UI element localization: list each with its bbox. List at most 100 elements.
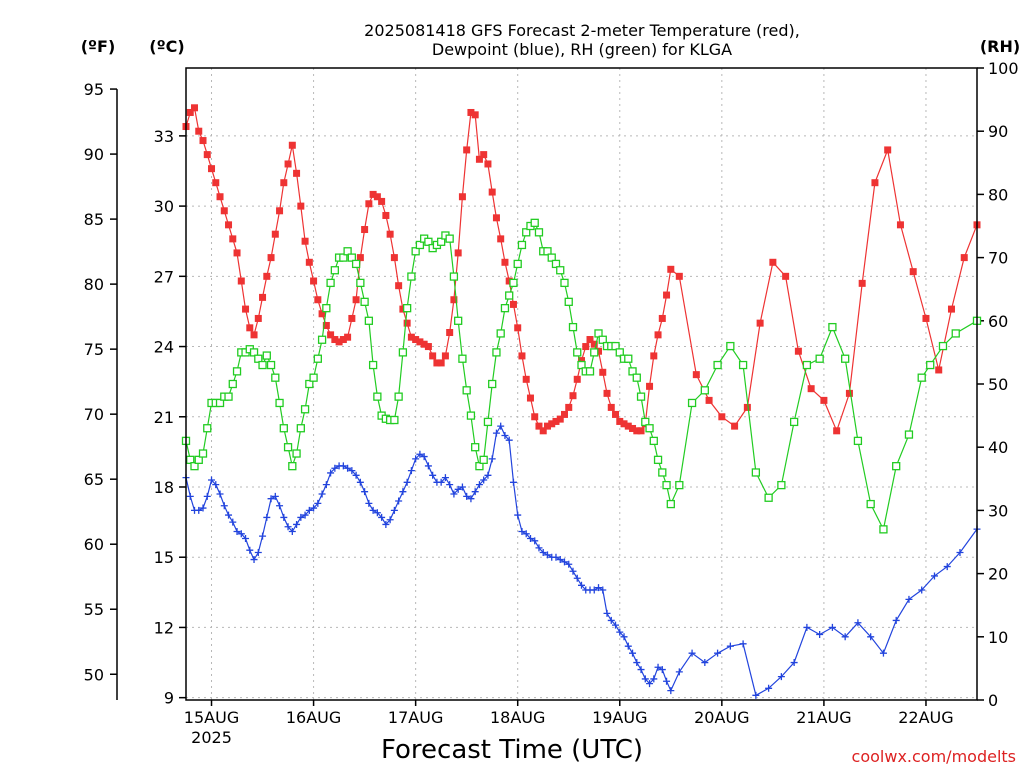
temperature-point — [331, 336, 339, 344]
rh-point — [360, 297, 369, 306]
rh-point — [628, 367, 637, 376]
dewpoint-point — [816, 630, 824, 638]
temperature-point — [378, 197, 386, 205]
rh-axis: 0 10 20 30 40 50 60 70 80 90 100 — [977, 59, 1019, 710]
dewpoint-point — [284, 523, 292, 531]
rh-point — [615, 348, 624, 357]
temperature-point — [560, 410, 568, 418]
temperature-point — [909, 268, 917, 276]
temperature-point — [276, 207, 284, 215]
temperature-point — [658, 314, 666, 322]
fahrenheit-tick-label: 55 — [84, 600, 104, 619]
rh-series — [181, 218, 982, 534]
temperature-point — [395, 282, 403, 290]
dewpoint-point — [607, 616, 615, 624]
temperature-point — [250, 331, 258, 339]
dewpoint-point — [271, 492, 279, 500]
dewpoint-point — [424, 462, 432, 470]
rh-point — [534, 228, 544, 237]
dewpoint-point — [412, 455, 420, 463]
rh-point — [645, 424, 654, 433]
temperature-point — [833, 427, 841, 435]
dewpoint-point — [867, 633, 875, 641]
temperature-point — [475, 155, 483, 163]
series — [181, 104, 982, 699]
temperature-point — [246, 324, 254, 332]
rh-point — [700, 386, 709, 395]
temperature-point — [743, 403, 751, 411]
celsius-tick-label: 30 — [154, 197, 174, 216]
dewpoint-point — [569, 567, 577, 575]
rh-point — [564, 297, 573, 306]
temperature-point — [505, 277, 513, 285]
rh-point — [407, 272, 416, 281]
dewpoint-point — [186, 492, 194, 500]
dewpoint-point — [203, 492, 211, 500]
dewpoint-point — [403, 478, 411, 486]
temperature-point — [756, 319, 764, 327]
dewpoint-point — [943, 563, 951, 571]
temperature-point — [624, 422, 632, 430]
dewpoint-point — [458, 483, 466, 491]
rh-tick-label: 30 — [988, 501, 1008, 520]
temperature-point — [233, 249, 241, 257]
rh-point — [777, 480, 786, 490]
dewpoint-point — [390, 506, 398, 514]
rh-point — [841, 354, 850, 363]
fahrenheit-tick-label: 70 — [84, 405, 104, 424]
temperature-point — [590, 340, 598, 348]
fahrenheit-tick-label: 80 — [84, 275, 104, 294]
dewpoint-point — [378, 513, 386, 521]
temperature-point — [271, 230, 279, 238]
rh-point — [488, 379, 497, 389]
rh-point — [530, 218, 539, 227]
dewpoint-point — [399, 488, 407, 496]
temperature-point — [578, 357, 585, 365]
dewpoint-point — [288, 527, 296, 535]
rh-point — [390, 415, 399, 425]
dewpoint-point — [560, 558, 568, 566]
dewpoint-point — [777, 673, 785, 681]
temperature-point — [348, 314, 356, 322]
celsius-tick-label: 21 — [154, 408, 174, 427]
rh-point — [368, 360, 378, 370]
dewpoint-point — [654, 663, 662, 671]
temperature-point — [692, 371, 700, 379]
dewpoint-point — [318, 490, 326, 498]
x-tick-label: 16AUG — [286, 708, 341, 727]
rh-point — [879, 525, 888, 534]
rh-point — [458, 354, 467, 363]
temperature-point — [386, 230, 394, 238]
dewpoint-point — [629, 649, 637, 657]
dewpoint-point — [688, 649, 696, 657]
temperature-point — [548, 420, 556, 428]
rh-point — [611, 341, 620, 351]
dewpoint-point — [475, 481, 483, 489]
temperature-point — [208, 165, 216, 173]
rh-point — [483, 417, 493, 427]
dewpoint-point — [293, 520, 301, 528]
temperature-point — [480, 151, 488, 159]
temperature-point — [629, 424, 637, 432]
temperature-point — [458, 193, 466, 201]
rh-point — [424, 237, 433, 246]
rh-tick-label: 100 — [988, 59, 1019, 78]
rh-point — [585, 367, 595, 376]
rh-point — [283, 443, 293, 452]
temperature-point — [191, 104, 199, 112]
temperature-point — [259, 293, 267, 301]
dewpoint-point — [624, 642, 632, 650]
dewpoint-point — [667, 687, 675, 695]
temperature-point — [646, 382, 654, 390]
rh-point — [853, 436, 863, 446]
temperature-point — [526, 394, 534, 402]
dewpoint-point — [556, 556, 564, 564]
rh-tick-label: 60 — [988, 312, 1008, 331]
dewpoint-point — [930, 572, 938, 580]
temperature-point — [731, 422, 739, 430]
temperature-point — [263, 272, 271, 280]
temperature-point — [845, 389, 853, 397]
dewpoint-point — [365, 499, 373, 507]
dewpoint-point — [216, 490, 224, 498]
dewpoint-point — [254, 549, 262, 557]
